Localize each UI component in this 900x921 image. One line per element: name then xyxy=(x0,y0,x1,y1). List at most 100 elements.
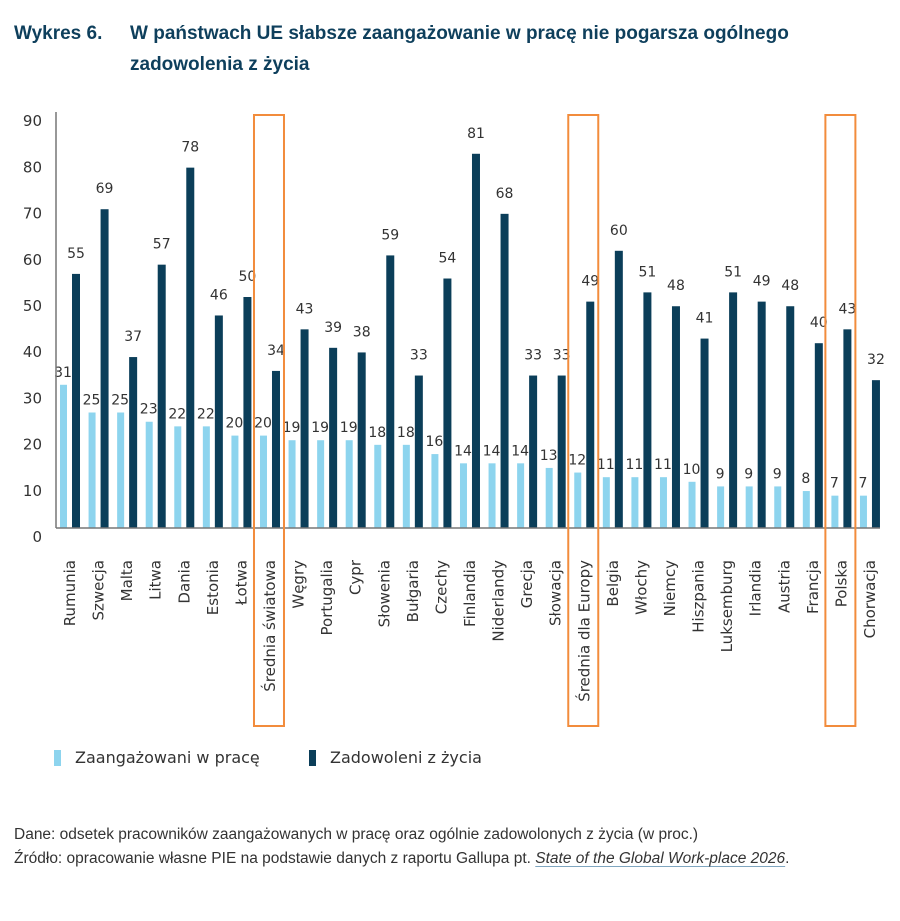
bar-satisfied xyxy=(300,329,309,528)
x-tick-label: Belgia xyxy=(604,560,622,607)
data-note: Dane: odsetek pracowników zaangażowanych… xyxy=(14,826,699,843)
source-suffix: . xyxy=(785,850,790,867)
bar-satisfied xyxy=(843,329,852,528)
bar-satisfied xyxy=(814,343,823,528)
data-label-engaged: 18 xyxy=(397,425,415,441)
data-label-satisfied: 39 xyxy=(324,320,342,336)
x-tick-label: Malta xyxy=(118,560,136,601)
x-tick-label: Włochy xyxy=(632,560,650,615)
x-axis-labels: Rumunia Szwecja Malta Litwa Dania Estonia Łotw… xyxy=(61,559,879,702)
data-label-satisfied: 43 xyxy=(296,301,314,317)
bar-satisfied xyxy=(329,347,338,528)
data-label-satisfied: 54 xyxy=(438,251,456,267)
legend-label-satisfied: Zadowoleni z życia xyxy=(330,748,482,767)
data-label-satisfied: 37 xyxy=(124,329,142,345)
highlight-box xyxy=(824,114,857,727)
data-label-engaged: 14 xyxy=(511,443,529,459)
bar-engaged xyxy=(431,454,439,528)
data-label-satisfied: 57 xyxy=(153,237,171,253)
x-tick-label: Słowacja xyxy=(547,560,565,626)
bar-engaged xyxy=(517,463,525,528)
data-label-satisfied: 41 xyxy=(696,311,714,327)
data-label-engaged: 16 xyxy=(425,434,443,450)
bar-engaged xyxy=(145,421,153,528)
data-label-satisfied: 49 xyxy=(753,274,771,290)
y-tick-label: 20 xyxy=(23,436,42,454)
x-tick-label: Dania xyxy=(175,560,193,604)
y-axis-ticks: 0 10 20 30 40 50 60 70 80 90 xyxy=(23,112,42,546)
bar-engaged xyxy=(174,426,182,528)
y-tick-label: 10 xyxy=(23,482,42,500)
bar-engaged xyxy=(688,481,696,528)
data-label-engaged: 22 xyxy=(197,406,215,422)
data-label-engaged: 22 xyxy=(168,406,186,422)
bar-engaged xyxy=(545,467,553,528)
bar-satisfied xyxy=(671,306,680,528)
x-tick-label: Grecja xyxy=(518,560,536,608)
data-label-engaged: 25 xyxy=(83,393,101,409)
data-label-satisfied: 50 xyxy=(239,269,257,285)
bar-engaged xyxy=(60,384,67,528)
bar-satisfied xyxy=(586,301,595,528)
y-tick-label: 50 xyxy=(23,297,42,315)
bar-engaged xyxy=(859,495,867,528)
bar-engaged xyxy=(602,477,610,528)
bar-satisfied xyxy=(729,292,738,528)
data-label-satisfied: 33 xyxy=(553,348,571,364)
highlight-boxes xyxy=(252,114,857,727)
bar-satisfied xyxy=(386,255,395,529)
data-label-satisfied: 38 xyxy=(353,324,371,340)
data-label-satisfied: 43 xyxy=(838,301,856,317)
bar-satisfied xyxy=(100,209,109,528)
data-label-satisfied: 49 xyxy=(581,274,599,290)
data-label-engaged: 31 xyxy=(54,365,72,381)
x-tick-label: Francja xyxy=(804,560,822,614)
bar-engaged xyxy=(374,444,382,528)
x-tick-label: Szwecja xyxy=(90,560,108,621)
bar-satisfied xyxy=(186,167,195,528)
bar-satisfied xyxy=(614,250,623,529)
y-tick-label: 0 xyxy=(32,528,42,546)
y-tick-label: 70 xyxy=(23,205,42,223)
data-label-satisfied: 46 xyxy=(210,287,228,303)
data-label-engaged: 20 xyxy=(226,416,244,432)
data-label-engaged: 25 xyxy=(111,393,129,409)
bar-engaged xyxy=(402,444,410,528)
data-label-engaged: 9 xyxy=(773,466,782,482)
data-label-satisfied: 48 xyxy=(667,278,685,294)
bar-engaged xyxy=(202,426,210,528)
data-label-satisfied: 40 xyxy=(810,315,828,331)
bar-engaged xyxy=(574,472,582,528)
x-tick-label: Finlandia xyxy=(461,560,479,627)
data-label-satisfied: 51 xyxy=(724,264,742,280)
data-label-engaged: 20 xyxy=(254,416,272,432)
bar-satisfied xyxy=(72,273,80,528)
x-tick-label: Irlandia xyxy=(747,560,765,616)
bar-satisfied xyxy=(243,297,252,528)
source-link[interactable]: State of the Global Work-place 2026 xyxy=(535,850,786,867)
bar-engaged xyxy=(631,477,639,528)
data-label-engaged: 19 xyxy=(340,420,358,436)
bar-engaged xyxy=(117,412,125,528)
x-tick-label: Średnia dla Europy xyxy=(574,560,593,702)
data-label-engaged: 7 xyxy=(858,476,867,492)
bar-engaged xyxy=(659,477,667,528)
bar-satisfied xyxy=(214,315,223,528)
source-note: Źródło: opracowanie własne PIE na podsta… xyxy=(14,847,894,871)
bar-satisfied xyxy=(529,375,538,528)
data-label-engaged: 19 xyxy=(283,420,301,436)
data-label-engaged: 8 xyxy=(801,471,810,487)
data-label-engaged: 11 xyxy=(625,457,643,473)
bar-engaged xyxy=(488,463,496,528)
x-tick-label: Portugalia xyxy=(318,560,336,635)
data-label-engaged: 14 xyxy=(454,443,472,459)
data-label-engaged: 9 xyxy=(744,466,753,482)
highlight-box xyxy=(567,114,600,727)
data-label-engaged: 10 xyxy=(683,462,701,478)
x-tick-label: Estonia xyxy=(204,560,222,615)
x-tick-label: Chorwacja xyxy=(861,560,879,638)
x-tick-label: Litwa xyxy=(147,560,165,600)
x-tick-label: Hiszpania xyxy=(690,560,708,633)
data-label-engaged: 11 xyxy=(654,457,672,473)
x-tick-label: Średnia światowa xyxy=(260,560,279,692)
